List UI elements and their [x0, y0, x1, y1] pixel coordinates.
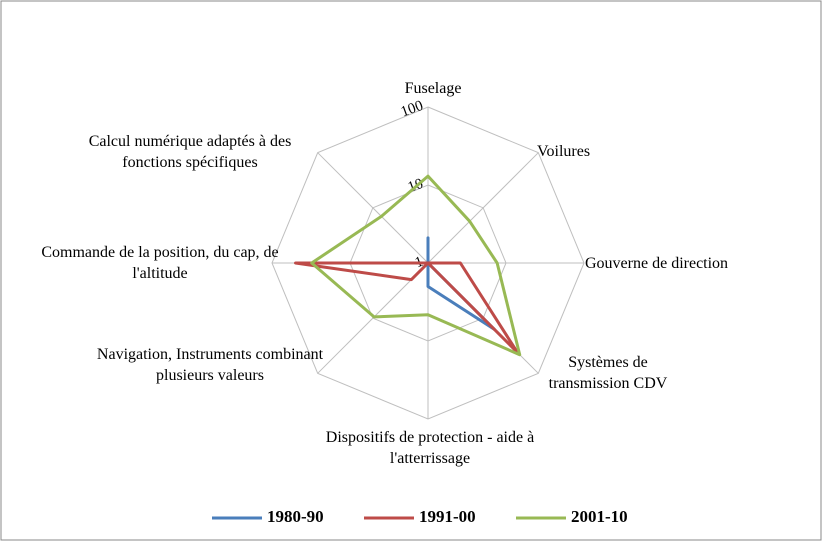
spoke	[317, 152, 429, 264]
category-label: Commande de la position, du cap, de l'al…	[41, 244, 279, 282]
r-tick-label: 100	[399, 98, 426, 121]
legend-label: 1980-90	[267, 507, 324, 526]
spoke	[317, 262, 429, 374]
spoke	[427, 152, 539, 264]
legend-label: 1991-00	[419, 507, 476, 526]
category-label: Systèmes de transmission CDV	[548, 354, 668, 392]
category-label: Navigation, Instruments combinant plusie…	[96, 346, 324, 384]
category-label: Gouverne de direction	[585, 255, 729, 272]
category-label: Voilures	[537, 143, 591, 160]
legend-label: 2001-10	[571, 507, 628, 526]
series-line	[310, 174, 522, 357]
series-line	[293, 261, 520, 355]
category-label: Calcul numérique adaptés à des fonctions…	[88, 133, 292, 171]
category-label: Fuselage	[404, 80, 462, 97]
category-label: Dispositifs de protection - aide à l'att…	[325, 429, 535, 467]
